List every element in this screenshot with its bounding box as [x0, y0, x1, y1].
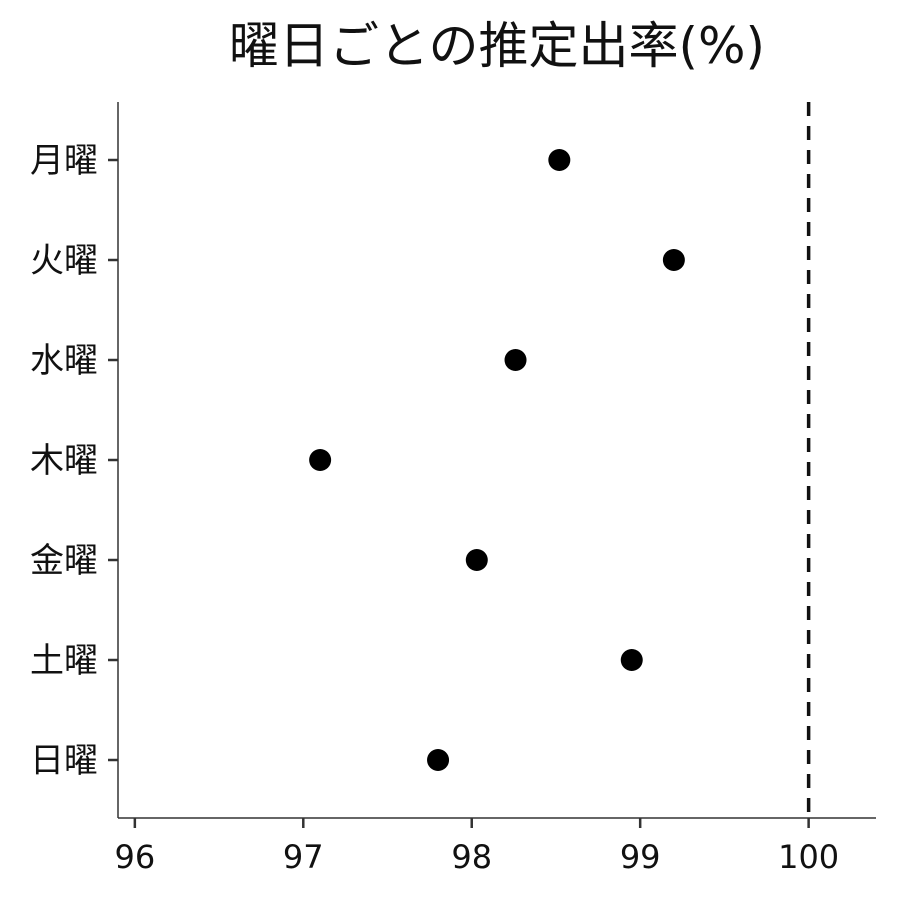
- x-tick-label: 96: [114, 838, 155, 876]
- y-tick-label: 月曜: [30, 141, 98, 181]
- data-point: [662, 249, 685, 271]
- chart-title: 曜日ごとの推定出率(%): [229, 17, 765, 75]
- data-point: [309, 449, 332, 471]
- data-point: [427, 749, 450, 771]
- x-tick-label: 97: [283, 838, 324, 876]
- y-tick-label: 木曜: [30, 441, 98, 481]
- y-tick-label: 水曜: [30, 341, 98, 381]
- y-tick-label: 火曜: [30, 241, 98, 281]
- data-point: [465, 549, 488, 571]
- x-tick-label: 99: [620, 838, 661, 876]
- data-point: [620, 649, 643, 671]
- x-tick-label: 100: [778, 838, 839, 876]
- y-tick-label: 土曜: [30, 641, 98, 681]
- y-tick-label: 日曜: [30, 741, 98, 781]
- data-point: [548, 149, 571, 171]
- data-point: [504, 349, 527, 371]
- x-tick-label: 98: [451, 838, 492, 876]
- y-tick-label: 金曜: [30, 541, 98, 581]
